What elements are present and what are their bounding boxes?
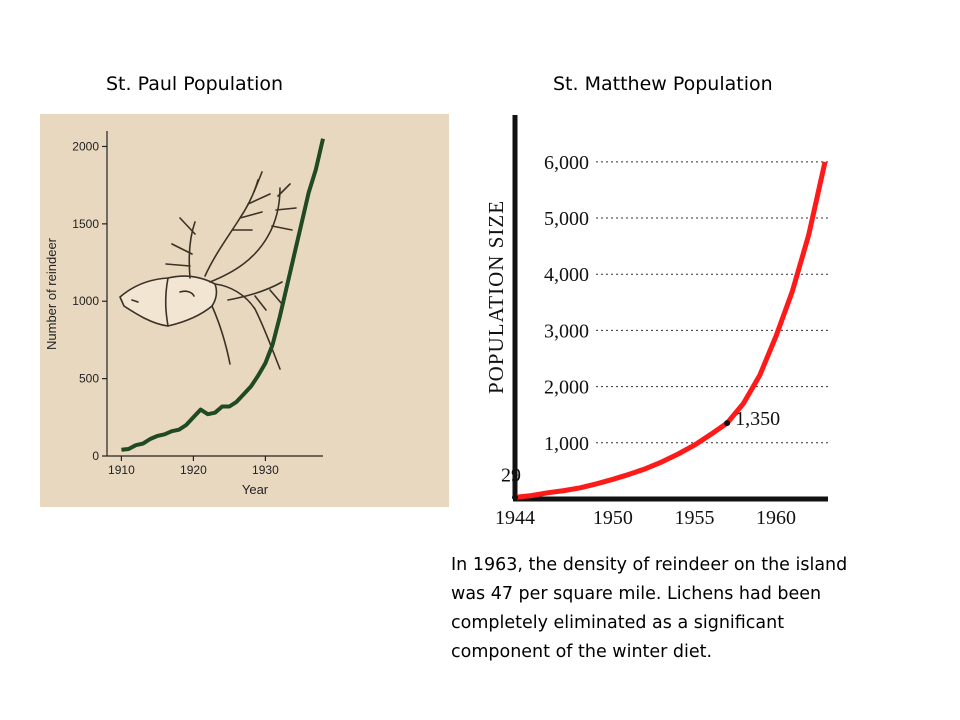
st-matthew-x-tick-label: 1944: [495, 507, 535, 529]
st-matthew-title: St. Matthew Population: [553, 73, 773, 95]
st-matthew-y-tick-label: 2,000: [544, 377, 589, 399]
st-matthew-annotation-point: [512, 494, 518, 501]
st-paul-x-tick-label: 1910: [108, 463, 135, 477]
st-paul-y-tick-label: 500: [79, 372, 99, 386]
st-paul-y-tick-label: 0: [92, 449, 99, 463]
st-matthew-population-line: [514, 161, 828, 500]
st-matthew-axes: [512, 115, 828, 502]
st-matthew-chart: 1,000 2,000 3,000 4,000 5,000 6,000 1944 1950 1…: [484, 115, 828, 529]
st-matthew-y-tick-label: 3,000: [544, 320, 589, 342]
st-paul-chart-background: [40, 114, 449, 507]
st-paul-x-tick-label: 1920: [180, 463, 207, 477]
paragraph-line: component of the winter diet.: [451, 642, 713, 662]
st-matthew-annotation-label: 1,350: [735, 408, 780, 430]
st-paul-y-axis-label: Number of reindeer: [44, 237, 59, 350]
st-matthew-density-paragraph: In 1963, the density of reindeer on the …: [451, 551, 911, 667]
st-matthew-gridlines: [596, 161, 828, 444]
st-paul-y-tick-label: 1500: [72, 217, 99, 231]
st-matthew-y-axis-label: POPULATION SIZE: [484, 200, 508, 394]
st-matthew-y-tick-label: 5,000: [544, 208, 589, 230]
paragraph-line: completely eliminated as a significant: [451, 613, 785, 633]
paragraph-line: In 1963, the density of reindeer on the …: [451, 555, 848, 575]
st-paul-x-axis-label: Year: [242, 482, 269, 497]
st-matthew-y-tick-label: 6,000: [544, 152, 589, 174]
st-paul-y-tick-label: 1000: [72, 294, 99, 308]
st-paul-population-line: [121, 138, 325, 452]
st-matthew-annotation-point: [724, 420, 731, 427]
st-matthew-x-tick-label: 1955: [674, 507, 714, 529]
st-matthew-y-tick-label: 1,000: [544, 433, 589, 455]
st-matthew-x-tick-label: 1960: [756, 507, 796, 529]
st-matthew-x-tick-label: 1950: [593, 507, 633, 529]
st-paul-y-tick-label: 2000: [72, 139, 99, 153]
st-matthew-y-tick-label: 4,000: [544, 264, 589, 286]
st-paul-chart: 0 500 1000 1500 2000 1910 1920 1930 Year Numbe…: [40, 114, 449, 507]
paragraph-line: was 47 per square mile. Lichens had been: [451, 584, 822, 604]
st-paul-x-tick-label: 1930: [252, 463, 279, 477]
st-matthew-annotation-label: 29: [501, 464, 521, 486]
st-paul-title: St. Paul Population: [106, 73, 284, 95]
reindeer-head-illustration: [119, 171, 297, 370]
